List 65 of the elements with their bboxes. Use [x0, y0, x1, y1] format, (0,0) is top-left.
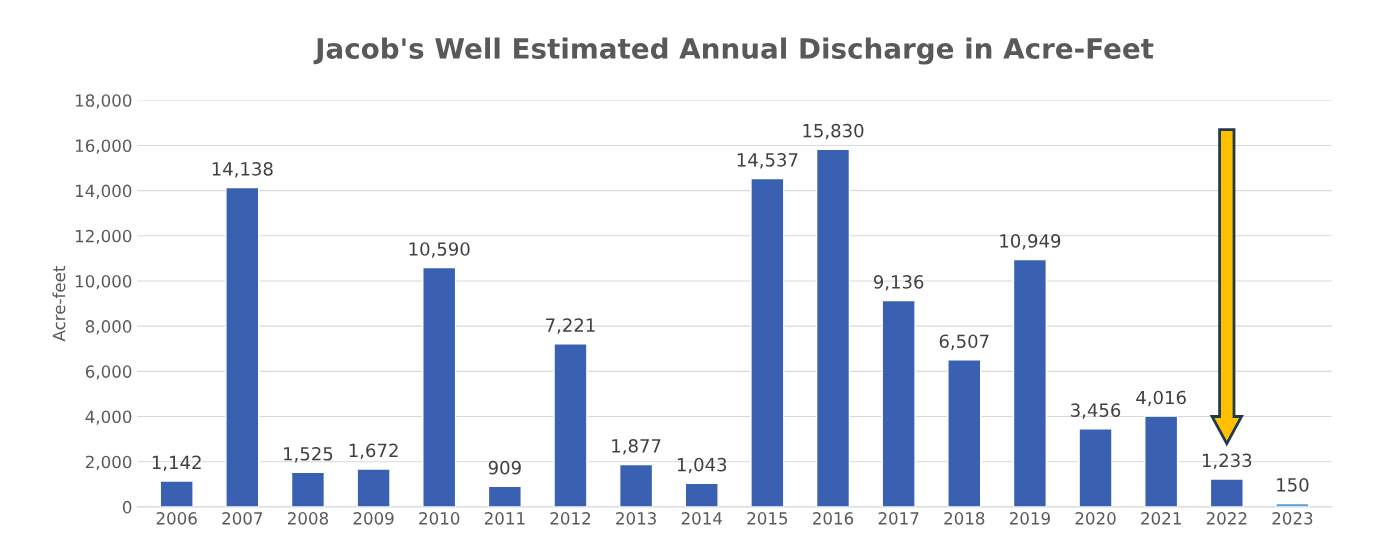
y-tick-label: 8,000 [85, 320, 132, 335]
x-tick-label: 2022 [1206, 512, 1247, 525]
x-tick-label: 2011 [484, 512, 525, 525]
data-label: 10,590 [409, 242, 470, 258]
y-tick-label: 12,000 [75, 229, 132, 245]
chart-title: Jacob's Well Estimated Annual Discharge in Acre-Feet [313, 37, 1154, 65]
bar [159, 480, 194, 507]
data-label: 3,456 [1071, 403, 1121, 419]
y-tick-label: 10,000 [75, 274, 132, 290]
bar [947, 359, 982, 507]
bar [356, 468, 391, 507]
x-tick-label: 2014 [681, 512, 723, 525]
x-tick-label: 2023 [1272, 512, 1313, 525]
bar [422, 266, 457, 507]
x-tick-label: 2008 [287, 512, 329, 525]
x-tick-label: 2015 [747, 512, 788, 525]
x-tick-label: 2006 [156, 512, 197, 525]
data-label: 909 [488, 460, 521, 475]
x-tick-label: 2012 [550, 512, 591, 525]
x-tick-label: 2021 [1141, 512, 1181, 525]
data-label: 1,525 [284, 446, 333, 463]
x-tick-label: 2018 [944, 512, 985, 525]
bar [290, 471, 326, 507]
data-label: 4,016 [1136, 390, 1186, 407]
x-tick-label: 2013 [616, 512, 656, 525]
data-label: 150 [1277, 477, 1309, 492]
data-label: 1,142 [152, 455, 201, 472]
x-tick-label: 2009 [353, 512, 394, 525]
data-label: 15,830 [803, 123, 864, 140]
y-tick-label: 16,000 [75, 139, 132, 154]
data-label: 1,043 [677, 457, 727, 474]
x-tick-label: 2016 [813, 512, 854, 525]
y-tick-label: 6,000 [85, 365, 132, 380]
bar [1209, 478, 1244, 507]
y-tick-label: 18,000 [75, 94, 132, 109]
data-label: 7,221 [546, 318, 595, 334]
bar [487, 485, 522, 507]
data-label: 1,877 [612, 438, 661, 455]
bar [619, 463, 654, 507]
data-label: 1,672 [349, 443, 398, 460]
y-tick-label: 2,000 [85, 455, 132, 470]
data-label: 9,136 [873, 275, 924, 291]
bar [750, 177, 785, 507]
x-tick-label: 2007 [222, 512, 263, 525]
y-tick-label: 0 [122, 500, 132, 514]
y-tick-label: 4,000 [85, 410, 132, 425]
bar [1012, 258, 1048, 507]
bar [815, 148, 851, 507]
bar [1144, 415, 1179, 507]
bar [553, 343, 588, 507]
bar [225, 186, 260, 507]
bar [684, 482, 719, 507]
bar [881, 299, 916, 507]
data-label: 14,138 [212, 162, 273, 178]
bar [1078, 428, 1113, 507]
x-tick-label: 2017 [878, 512, 919, 525]
y-tick-label: 14,000 [75, 184, 132, 199]
data-label: 10,949 [1000, 234, 1061, 250]
x-tick-label: 2020 [1075, 512, 1116, 525]
data-label: 6,507 [939, 334, 989, 350]
data-label: 14,537 [737, 153, 798, 169]
y-axis-title: Acre-feet [52, 266, 66, 342]
x-tick-label: 2010 [419, 512, 460, 525]
data-label: 1,233 [1202, 453, 1252, 470]
x-tick-label: 2019 [1009, 512, 1050, 525]
